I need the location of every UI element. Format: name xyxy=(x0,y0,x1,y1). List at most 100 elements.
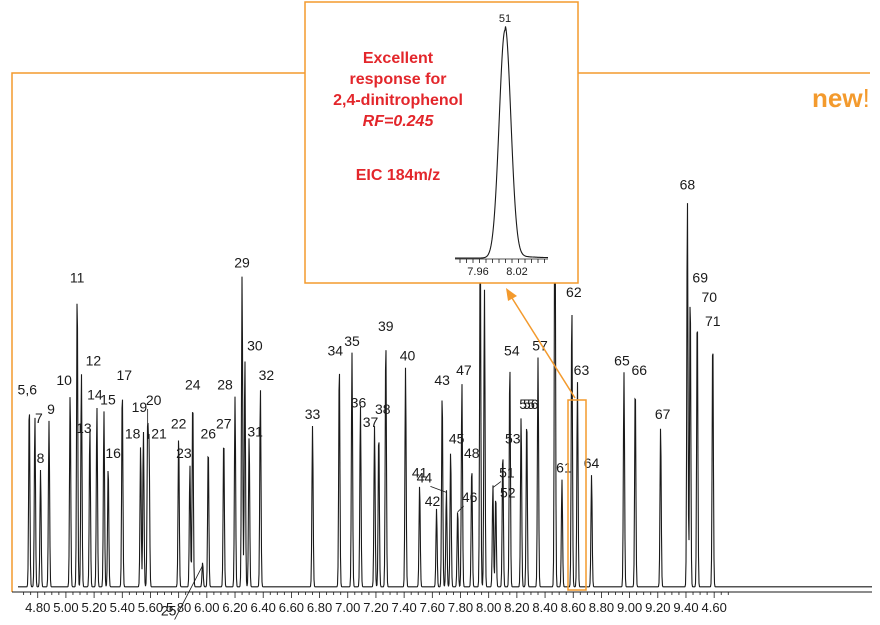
peak-label: 15 xyxy=(100,391,116,407)
x-tick-label: 5.60 xyxy=(138,600,163,615)
peak-label: 69 xyxy=(692,269,708,285)
peak-label: 47 xyxy=(456,362,472,378)
peak-label: 11 xyxy=(70,269,85,285)
peak-label: 31 xyxy=(247,424,263,440)
peak-label: 9 xyxy=(47,401,55,417)
peak-leader-line xyxy=(430,486,447,493)
peak-label: 68 xyxy=(680,177,696,193)
x-tick-label: 8.60 xyxy=(561,600,586,615)
peak-label: 38 xyxy=(375,401,391,417)
x-tick-label: 5.40 xyxy=(110,600,135,615)
x-tick-label: 5.80 xyxy=(166,600,191,615)
inset-axis-ticks xyxy=(459,259,545,263)
x-tick-label: 7.60 xyxy=(420,600,445,615)
peak-label: 12 xyxy=(86,352,102,368)
peak-label: 64 xyxy=(584,455,600,471)
peak-label: 63 xyxy=(574,362,590,378)
peak-label: 48 xyxy=(464,445,480,461)
x-tick-label: 9.40 xyxy=(673,600,698,615)
inset-tick-label-1: 7.96 xyxy=(467,266,488,278)
plot-frame xyxy=(11,72,305,592)
peak-label: 30 xyxy=(247,338,263,354)
peak-label: 53 xyxy=(505,430,521,446)
peak-label: 33 xyxy=(305,406,321,422)
inset-peak-label: 51 xyxy=(499,13,511,25)
peak-label: 65 xyxy=(614,352,630,368)
peak-label: 26 xyxy=(200,425,216,441)
x-axis-tick-labels: 4.80 5.00 5.20 5.40 5.60 5.80 6.00 6.20 6.40 6.60… xyxy=(25,600,727,615)
inset-line-4: RF=0.245 xyxy=(363,113,435,130)
inset-line-6: EIC 184m/z xyxy=(356,167,440,184)
peak-label: 25 xyxy=(161,603,177,619)
peak-label: 14 xyxy=(87,386,103,402)
peak-label: 43 xyxy=(434,372,450,388)
x-tick-label: 8.40 xyxy=(532,600,557,615)
new-badge-punct: ! xyxy=(863,83,870,113)
peak-label: 37 xyxy=(363,414,379,430)
peak-label: 29 xyxy=(234,255,250,271)
peak-leader-lines xyxy=(147,408,502,620)
x-tick-label: 4.80 xyxy=(25,600,50,615)
x-tick-label: 9.20 xyxy=(645,600,670,615)
peak-leader-line xyxy=(174,565,203,620)
peak-label: 20 xyxy=(146,392,162,408)
peak-label: 7 xyxy=(35,410,43,426)
x-tick-label: 7.80 xyxy=(448,600,473,615)
x-tick-label: 9.00 xyxy=(617,600,642,615)
x-tick-label: 6.40 xyxy=(251,600,276,615)
zoom-arrow-line xyxy=(511,297,576,399)
peak-label: 22 xyxy=(171,416,187,432)
peak-label: 39 xyxy=(378,318,394,334)
peak-label: 71 xyxy=(705,313,721,329)
peak-label: 52 xyxy=(500,484,516,500)
x-tick-label: 5.20 xyxy=(81,600,106,615)
peak-label: 23 xyxy=(176,445,192,461)
x-axis-ticks xyxy=(23,592,729,598)
inset-line-1: Excellent xyxy=(363,50,434,67)
peak-label: 18 xyxy=(125,425,141,441)
peak-label: 66 xyxy=(631,362,647,378)
inset-line-3: 2,4-dinitrophenol xyxy=(333,92,463,109)
x-tick-label: 6.00 xyxy=(194,600,219,615)
x-tick-label: 8.00 xyxy=(476,600,501,615)
inset-peak-trace xyxy=(455,26,548,259)
x-tick-label: 6.80 xyxy=(307,600,332,615)
x-tick-label: 7.00 xyxy=(335,600,360,615)
inset-line-2: response for xyxy=(350,71,447,88)
x-tick-label: 8.80 xyxy=(589,600,614,615)
peak-label: 44 xyxy=(417,469,433,485)
peak-label: 36 xyxy=(351,394,367,410)
peak-label: 8 xyxy=(37,450,45,466)
peak-label: 54 xyxy=(504,343,520,359)
inset-box xyxy=(304,1,579,284)
peak-label: 70 xyxy=(701,289,717,305)
peak-label: 62 xyxy=(566,284,582,300)
peak-label: 56 xyxy=(523,396,539,412)
peak-leader-line xyxy=(457,505,464,513)
peak-leader-line xyxy=(492,481,502,488)
peak-label: 41 xyxy=(412,465,428,481)
peak-label: 27 xyxy=(216,416,232,432)
x-tick-label: 7.20 xyxy=(363,600,388,615)
peak-label: 5,6 xyxy=(18,382,38,398)
peak-label: 45 xyxy=(449,430,465,446)
peak-label: 24 xyxy=(185,377,201,393)
inset-tick-label-2: 8.02 xyxy=(506,266,527,278)
peak-label: 61 xyxy=(556,460,572,476)
peak-label: 67 xyxy=(655,406,671,422)
peak-label: 13 xyxy=(76,420,92,436)
peak-label: 35 xyxy=(344,333,360,349)
chromatogram-trace xyxy=(18,151,872,588)
x-tick-label: 8.20 xyxy=(504,600,529,615)
peak-label: 40 xyxy=(400,347,416,363)
peak-label: 17 xyxy=(116,367,132,383)
x-tick-label: 4.60 xyxy=(702,600,727,615)
peak-label: 21 xyxy=(151,425,167,441)
peak-51-highlight-box xyxy=(567,399,587,591)
peak-label: 51 xyxy=(499,465,515,481)
new-badge-word: new xyxy=(812,83,863,113)
zoom-arrow-head xyxy=(506,288,517,301)
peak-label: 10 xyxy=(56,372,72,388)
new-badge: new! xyxy=(812,83,870,113)
